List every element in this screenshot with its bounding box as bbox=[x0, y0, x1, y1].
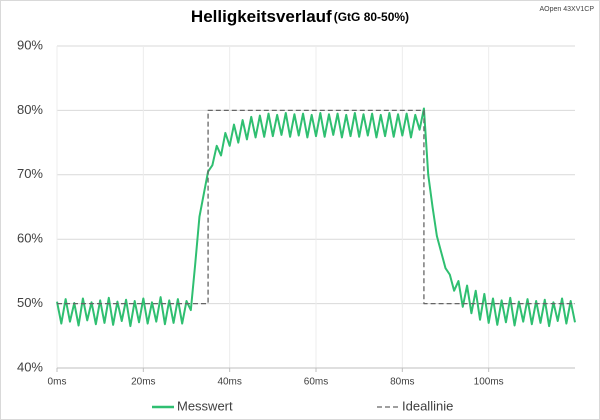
chart-title: Helligkeitsverlauf bbox=[191, 7, 332, 26]
x-tick-label: 20ms bbox=[131, 377, 155, 388]
x-tick-label: 40ms bbox=[217, 377, 241, 388]
x-tick-label: 80ms bbox=[390, 377, 414, 388]
series-line bbox=[56, 107, 576, 328]
legend-label: Messwert bbox=[177, 398, 233, 413]
y-tick-label: 80% bbox=[17, 102, 43, 117]
x-tick-label: 60ms bbox=[304, 377, 328, 388]
x-tick-label: 0ms bbox=[48, 377, 67, 388]
y-tick-label: 90% bbox=[17, 37, 43, 52]
annotation: AOpen 43XV1CP bbox=[540, 6, 595, 13]
legend-label: Ideallinie bbox=[402, 398, 453, 413]
chart-subtitle: (GtG 80-50%) bbox=[334, 10, 409, 24]
chart-title-group: Helligkeitsverlauf (GtG 80-50%) bbox=[191, 7, 409, 26]
series-line bbox=[57, 109, 575, 305]
y-tick-label: 40% bbox=[17, 359, 43, 374]
y-tick-label: 50% bbox=[17, 295, 43, 310]
y-tick-label: 60% bbox=[17, 231, 43, 246]
x-tick-label: 100ms bbox=[474, 377, 504, 388]
y-tick-label: 70% bbox=[17, 166, 43, 181]
